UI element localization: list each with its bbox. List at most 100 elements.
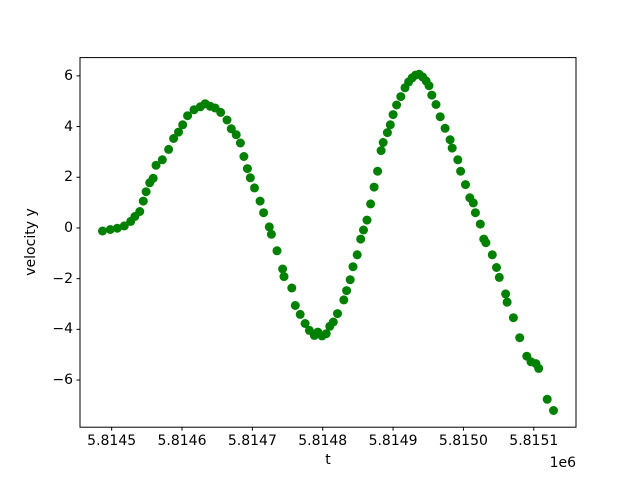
data-point [515,333,525,343]
data-point [356,234,366,244]
data-point [255,196,265,206]
data-point [373,166,383,176]
data-point [164,144,174,154]
data-point [382,128,392,138]
data-point [427,90,437,100]
data-point [141,187,151,197]
y-axis-label: velocity y [23,208,39,277]
data-point [259,208,269,218]
data-point [376,146,386,156]
data-point [245,173,255,183]
data-point [279,272,289,282]
data-point [321,329,331,339]
data-point [348,262,358,272]
x-axis-offset-text: 1e6 [549,455,576,472]
y-tick-label: 0 [64,219,73,236]
data-point [138,196,148,206]
data-point [135,207,145,216]
data-point [242,164,252,174]
data-point [272,246,282,256]
data-point [501,289,511,299]
data-point [278,264,288,274]
data-point [468,198,478,208]
data-point [226,124,236,134]
data-point [508,313,518,323]
data-point [112,223,122,233]
data-point [502,297,512,307]
data-point [470,208,480,218]
data-point [169,134,179,143]
data-point [157,155,167,165]
data-point [396,92,406,102]
data-point [487,250,497,260]
data-point [385,120,395,130]
data-point [534,363,544,373]
x-axis-label: t [325,452,331,469]
data-point [359,225,368,235]
data-point [339,295,349,305]
x-tick-label: 5.8149 [368,433,418,450]
data-point [295,309,305,319]
data-point [174,127,183,137]
y-tick-label: −2 [52,270,73,287]
data-point [435,112,445,122]
data-point [475,219,485,229]
data-point [366,199,376,209]
data-point [328,317,338,327]
x-tick-label: 5.8145 [87,433,137,450]
data-point [235,138,245,148]
data-point [151,160,161,170]
axes-frame [79,57,577,428]
y-tick-label: −6 [52,372,73,389]
x-tick-label: 5.8151 [509,433,559,450]
y-tick-label: 4 [64,118,73,135]
data-point [222,115,232,125]
data-point [453,155,463,165]
data-point [300,319,310,328]
data-point [250,183,259,193]
data-point [216,107,226,117]
data-point [287,283,297,293]
data-point [492,263,501,272]
data-point [549,406,558,415]
data-point [445,135,455,145]
data-point [481,238,491,248]
data-point [266,229,276,239]
data-point [431,100,441,109]
x-tick-label: 5.8150 [438,433,488,450]
data-point [98,226,107,236]
data-point [362,215,372,225]
x-tick-label: 5.8148 [298,433,348,450]
y-tick-label: 6 [64,67,73,84]
data-point [369,182,379,192]
data-point [352,250,362,260]
data-point [388,110,398,120]
data-point [440,123,450,133]
data-point [424,81,434,91]
data-point [461,180,470,190]
data-point [392,100,402,110]
y-tick-label: 2 [64,169,73,186]
data-point [231,130,241,140]
y-tick-label: −4 [52,321,73,338]
data-point [378,138,388,147]
data-point [333,309,342,319]
data-point [178,120,188,130]
data-point [183,111,193,121]
data-point [290,301,300,310]
x-tick-label: 5.8146 [157,433,207,450]
data-point [494,272,504,282]
data-point [239,152,249,161]
data-point [119,221,129,231]
data-point [456,166,466,176]
data-point [345,275,355,285]
data-point [342,286,352,296]
x-tick-label: 5.8147 [227,433,277,450]
data-point [542,394,552,404]
data-point [264,222,274,232]
data-point [148,173,158,183]
data-point [447,143,457,153]
data-point [105,225,115,234]
